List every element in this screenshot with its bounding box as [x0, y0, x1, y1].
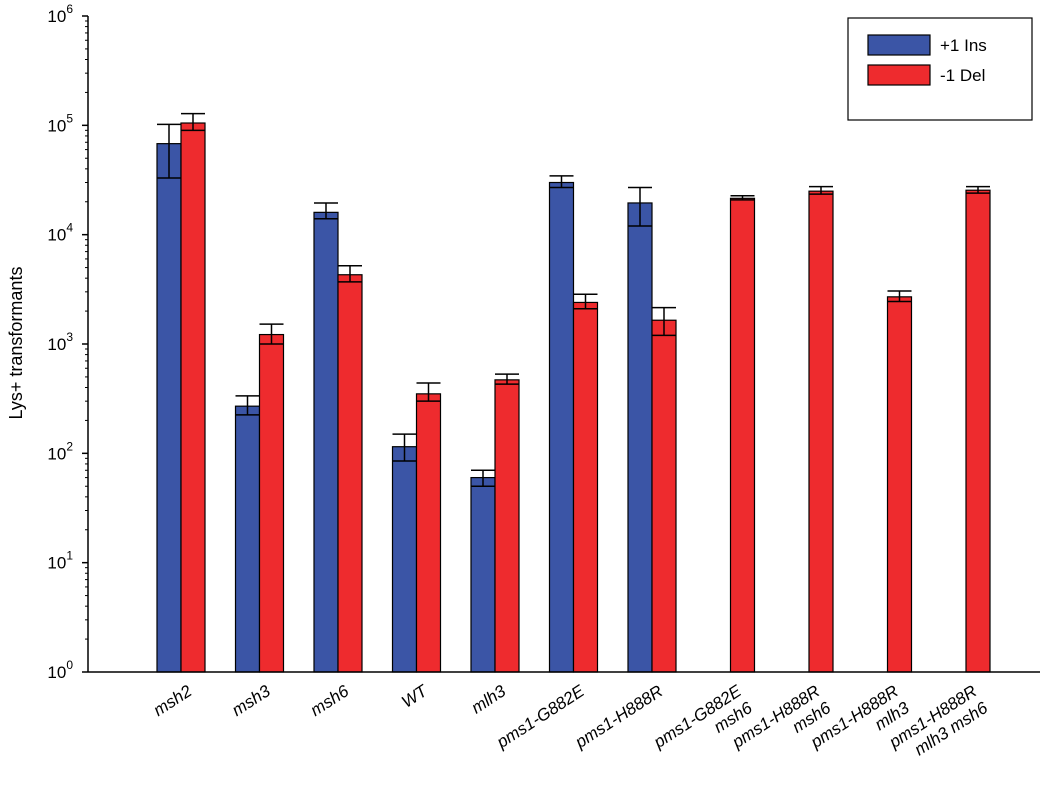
bar-del [258, 333, 285, 673]
y-tick-exponent: 4 [66, 221, 73, 235]
bar-ins [391, 446, 418, 673]
y-axis-title: Lys+ transformants [6, 267, 26, 420]
y-tick-exponent: 6 [66, 2, 73, 16]
y-tick-exponent: 5 [66, 111, 73, 125]
x-category-line: pms1-H888R [571, 681, 666, 752]
x-category-label: mlh3 [468, 681, 510, 717]
x-category-line: WT [398, 681, 432, 712]
bar-del [415, 393, 442, 673]
bar-del [494, 379, 520, 673]
bar-del [180, 122, 206, 673]
bar-ins [627, 202, 653, 673]
y-tick-label: 101 [47, 549, 73, 573]
x-category-label: msh2 [150, 681, 196, 720]
bar-ins [470, 476, 496, 673]
y-tick-label: 106 [47, 2, 73, 26]
y-tick-exponent: 2 [66, 439, 73, 453]
y-tick-exponent: 0 [66, 658, 73, 672]
bar-ins [548, 181, 575, 673]
y-tick-base: 10 [47, 226, 66, 245]
x-category-line: pms1-G882E [492, 681, 588, 752]
y-tick-base: 10 [47, 335, 66, 354]
x-category-label: WT [398, 681, 432, 712]
x-category-label: msh6 [307, 681, 353, 720]
bar-ins [234, 405, 261, 673]
y-tick-base: 10 [47, 116, 66, 135]
bar-del [808, 190, 834, 673]
x-category-line: msh6 [307, 681, 353, 720]
bar-ins [313, 211, 339, 673]
legend-label: -1 Del [940, 66, 985, 85]
legend-swatch [867, 64, 931, 86]
bar-del [651, 319, 677, 673]
y-tick-base: 10 [47, 444, 66, 463]
y-tick-label: 100 [47, 658, 73, 682]
x-category-line: mlh3 [468, 681, 510, 717]
y-tick-label: 103 [47, 330, 73, 354]
x-category-label: pms1-H888R [571, 681, 666, 752]
y-tick-exponent: 1 [66, 549, 73, 563]
y-tick-base: 10 [47, 7, 66, 26]
y-tick-label: 105 [47, 111, 73, 135]
bar-ins [156, 143, 182, 673]
legend-label: +1 Ins [940, 36, 987, 55]
x-category-line: msh2 [150, 681, 196, 720]
bar-del [965, 189, 991, 673]
y-tick-label: 104 [47, 221, 73, 245]
legend-swatch [867, 34, 931, 56]
bar-del [729, 197, 756, 673]
legend: +1 Ins -1 Del [847, 17, 1033, 121]
y-tick-base: 10 [47, 663, 66, 682]
y-tick-base: 10 [47, 554, 66, 573]
bar-del [572, 301, 599, 673]
bar-del [337, 274, 363, 673]
x-category-label: pms1-G882E [492, 681, 588, 752]
x-category-label: msh3 [228, 681, 274, 720]
bar-del [886, 296, 913, 673]
x-category-line: msh3 [228, 681, 274, 720]
bars-group [156, 112, 991, 673]
y-tick-label: 102 [47, 439, 73, 463]
y-tick-exponent: 3 [66, 330, 73, 344]
